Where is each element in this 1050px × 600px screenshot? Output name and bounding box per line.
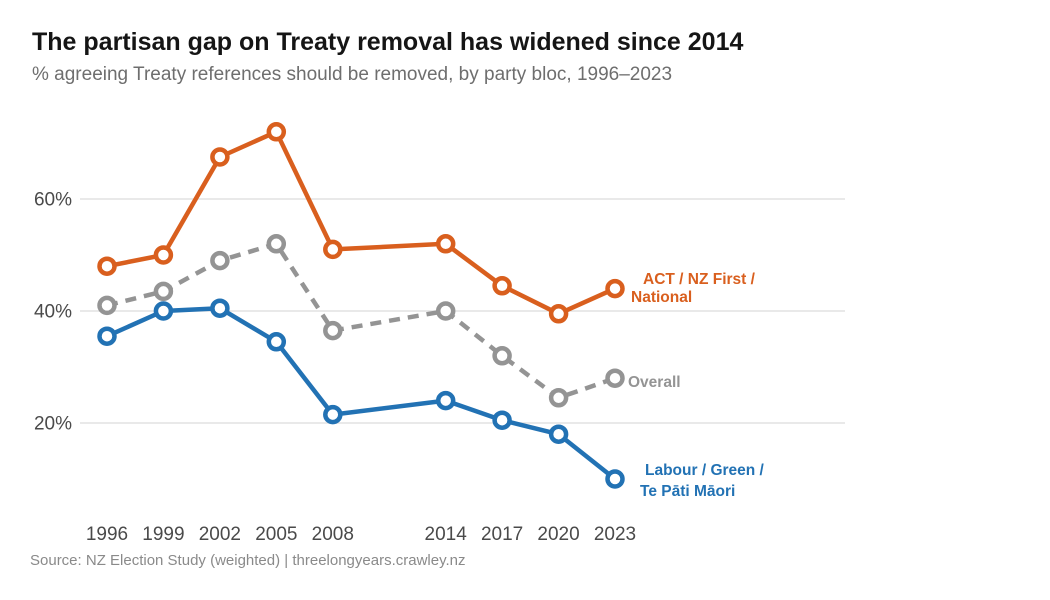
series-label-act-nzfirst-national-line1: ACT / NZ First / <box>643 271 756 288</box>
marker-act-nzfirst-national-1996 <box>97 256 117 276</box>
marker-act-nzfirst-national-1999 <box>153 245 174 265</box>
x-tick-2008: 2008 <box>312 524 354 545</box>
marker-act-nzfirst-national-2005 <box>266 122 287 142</box>
marker-act-nzfirst-national-2017 <box>492 276 512 296</box>
x-tick-2020: 2020 <box>537 524 579 545</box>
marker-labour-green-tpm-2002 <box>210 298 230 318</box>
x-tick-2014: 2014 <box>425 524 468 545</box>
series-label-labour-green-tpm-line2: Te Pāti Māori <box>640 483 735 500</box>
marker-overall-2014 <box>435 301 456 321</box>
marker-overall-1999 <box>153 281 174 302</box>
marker-overall-2020 <box>548 388 569 408</box>
x-tick-2023: 2023 <box>594 524 636 545</box>
series-line-labour-green-tpm <box>106 305 617 481</box>
marker-overall-2017 <box>492 346 512 366</box>
x-tick-1999: 1999 <box>142 524 184 545</box>
y-tick-40: 40% <box>34 302 72 323</box>
x-tick-2017: 2017 <box>481 524 523 545</box>
marker-overall-2023 <box>605 368 625 388</box>
y-tick-20: 20% <box>34 414 72 435</box>
marker-overall-2002 <box>210 250 230 271</box>
x-tick-2005: 2005 <box>255 524 297 545</box>
marker-labour-green-tpm-2005 <box>266 332 287 352</box>
series-label-overall-line1: Overall <box>628 374 681 391</box>
marker-overall-2008 <box>323 320 343 341</box>
chart-subtitle: % agreeing Treaty references should be r… <box>32 64 673 85</box>
marker-labour-green-tpm-2023 <box>605 469 625 489</box>
chart-title: The partisan gap on Treaty removal has w… <box>32 28 744 56</box>
marker-act-nzfirst-national-2020 <box>548 304 569 324</box>
series-line-act-nzfirst-national <box>106 129 616 317</box>
marker-labour-green-tpm-1999 <box>153 301 174 321</box>
series-line-overall <box>106 241 616 401</box>
source-line: Source: NZ Election Study (weighted) | t… <box>30 552 466 569</box>
marker-act-nzfirst-national-2014 <box>435 234 456 254</box>
marker-labour-green-tpm-2017 <box>492 410 512 430</box>
marker-labour-green-tpm-2008 <box>323 404 343 425</box>
marker-act-nzfirst-national-2023 <box>605 278 625 299</box>
x-tick-1996: 1996 <box>86 524 128 545</box>
marker-act-nzfirst-national-2002 <box>210 147 230 167</box>
marker-labour-green-tpm-1996 <box>97 326 117 346</box>
marker-overall-2005 <box>266 234 287 254</box>
series-label-labour-green-tpm-line1: Labour / Green / <box>645 462 765 479</box>
marker-labour-green-tpm-2014 <box>435 390 456 411</box>
marker-overall-1996 <box>97 295 117 316</box>
x-tick-2002: 2002 <box>199 524 241 545</box>
series-label-act-nzfirst-national-line2: National <box>631 289 692 306</box>
y-tick-60: 60% <box>34 190 72 211</box>
marker-act-nzfirst-national-2008 <box>323 239 343 260</box>
marker-labour-green-tpm-2020 <box>548 424 569 444</box>
